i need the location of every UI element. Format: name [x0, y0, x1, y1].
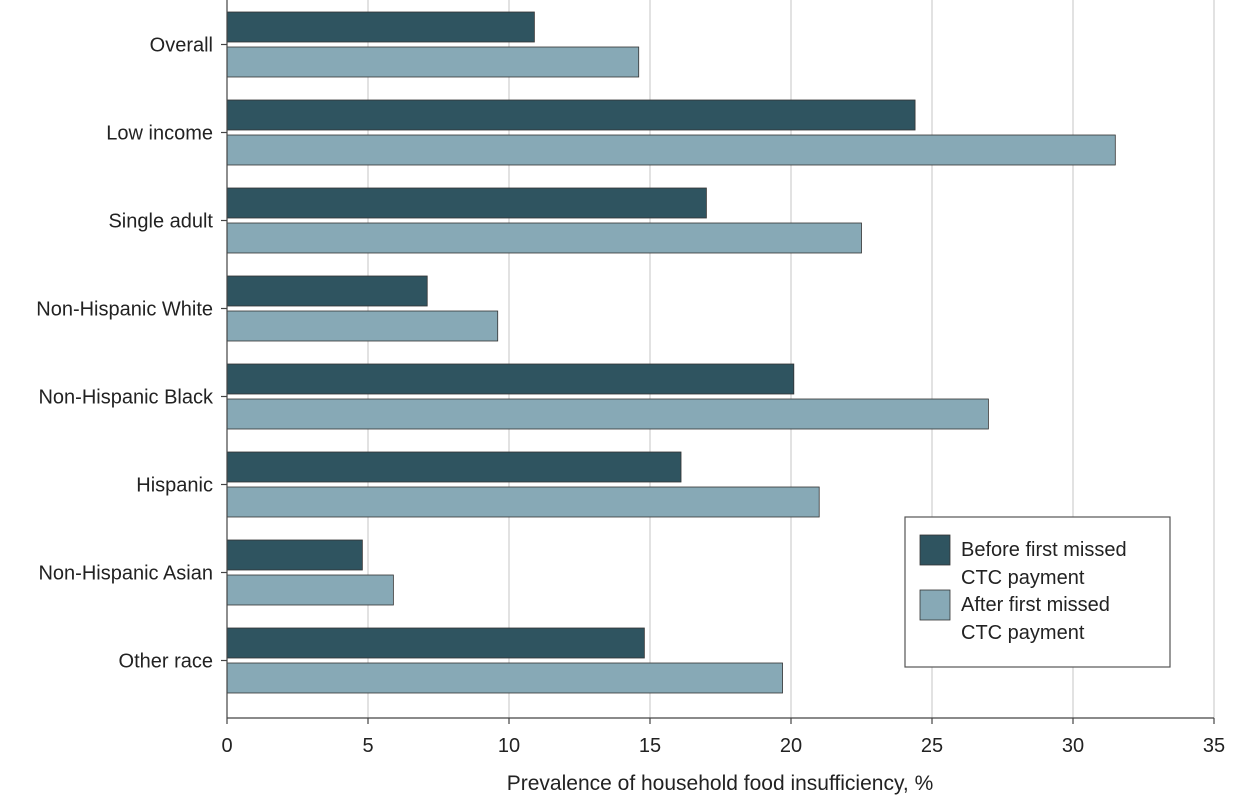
bar	[226, 134, 1116, 166]
category-label: Other race	[119, 651, 213, 673]
bar	[226, 99, 916, 131]
x-tick-label: 20	[780, 735, 802, 757]
bar	[226, 486, 820, 518]
x-tick-label: 35	[1203, 735, 1225, 757]
x-tick-label: 15	[639, 735, 661, 757]
bar	[226, 11, 535, 43]
category-label: Overall	[150, 35, 213, 57]
bar	[226, 275, 428, 307]
x-tick-label: 0	[221, 735, 232, 757]
x-tick-label: 30	[1062, 735, 1084, 757]
x-tick-label: 10	[498, 735, 520, 757]
bar	[226, 363, 795, 395]
legend-swatch	[919, 589, 951, 621]
category-label: Non-Hispanic Asian	[38, 563, 213, 585]
legend-label: Before first missed	[961, 539, 1127, 561]
legend: Before first missed CTC payment After firs…	[904, 516, 1171, 668]
bar	[226, 451, 682, 483]
bar	[226, 46, 640, 78]
x-tick-label: 5	[362, 735, 373, 757]
category-label: Non-Hispanic Black	[38, 387, 214, 409]
bar	[226, 662, 783, 694]
axes: 0 5 10 15 20 25 30 35	[221, 0, 1225, 757]
bar	[226, 539, 363, 571]
bars	[226, 11, 1116, 694]
bar	[226, 627, 645, 659]
legend-label: CTC payment	[961, 622, 1085, 644]
x-tick-label: 25	[921, 735, 943, 757]
x-axis-title: Prevalence of household food insufficien…	[507, 772, 934, 795]
bar	[226, 574, 394, 606]
bar	[226, 398, 989, 430]
bar	[226, 310, 499, 342]
legend-label: CTC payment	[961, 567, 1085, 589]
category-label: Single adult	[108, 211, 213, 233]
legend-label: After first missed	[961, 594, 1110, 616]
category-label: Hispanic	[136, 475, 213, 497]
category-label: Low income	[106, 123, 213, 145]
category-label: Non-Hispanic White	[36, 299, 213, 321]
bar	[226, 222, 862, 254]
category-labels: Overall Low income Single adult Non-Hispani…	[36, 35, 214, 673]
legend-swatch	[919, 534, 951, 566]
bar	[226, 187, 707, 219]
